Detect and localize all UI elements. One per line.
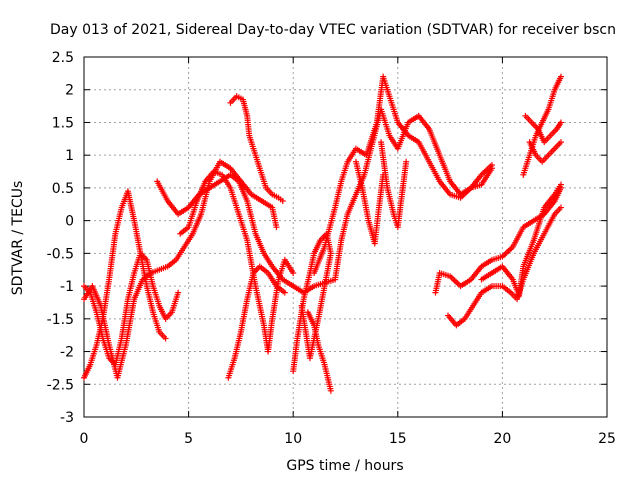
- y-tick-label: -1.5: [47, 312, 74, 328]
- y-tick-label: 1: [65, 148, 74, 164]
- data-point: [502, 250, 509, 257]
- series-track-g: [227, 93, 286, 204]
- series-track-h: [290, 230, 334, 375]
- y-tick-label: 0.5: [52, 181, 74, 197]
- series-track-r: [522, 112, 564, 146]
- data-point: [453, 278, 460, 285]
- series-track-n: [432, 184, 564, 296]
- x-tick-label: 25: [598, 431, 616, 447]
- y-tick-label: 0: [65, 214, 74, 230]
- data-point: [273, 224, 280, 231]
- y-tick-label: -1: [60, 279, 74, 295]
- series-track-f: [225, 263, 288, 381]
- data-point: [290, 270, 297, 276]
- series-track-o: [445, 204, 564, 329]
- data-point: [327, 387, 334, 394]
- data-point: [450, 276, 457, 283]
- x-tick-label: 10: [284, 431, 302, 447]
- y-tick-label: -2: [60, 345, 74, 361]
- x-tick-label: 20: [493, 431, 511, 447]
- data-point: [281, 289, 288, 296]
- y-axis-label: SDTVAR / TECUs: [10, 181, 26, 296]
- data-point: [279, 198, 286, 204]
- data-point: [557, 181, 564, 188]
- data-point: [506, 246, 513, 253]
- axis-ticks: 0 5 10 15 20 25 -3 -2.5 -2 -1.5 -1 -0.5 0 0.5 1 1.5 2 2.5: [47, 50, 616, 447]
- series-track-s: [526, 139, 564, 165]
- series-track-e: [177, 168, 297, 355]
- data-point: [503, 249, 510, 256]
- x-axis-label: GPS time / hours: [286, 458, 403, 474]
- x-tick-label: 5: [184, 431, 193, 447]
- data-point: [488, 162, 495, 168]
- series-track-l: [352, 158, 387, 247]
- grid-lines: [84, 57, 607, 417]
- data-point: [403, 158, 410, 165]
- series-track-p: [478, 181, 564, 299]
- data-markers: [81, 73, 564, 394]
- y-tick-label: 2.5: [52, 50, 74, 66]
- data-point: [557, 204, 564, 211]
- chart-title: Day 013 of 2021, Sidereal Day-to-day VTE…: [50, 22, 616, 38]
- y-tick-label: 2: [65, 83, 74, 99]
- data-point: [451, 277, 458, 284]
- y-tick-label: -0.5: [47, 246, 74, 262]
- x-tick-label: 15: [389, 431, 407, 447]
- data-point: [557, 139, 564, 146]
- y-tick-label: 1.5: [52, 115, 74, 131]
- y-tick-label: -2.5: [47, 377, 74, 393]
- series-track-k: [332, 106, 495, 283]
- x-tick-label: 0: [80, 431, 89, 447]
- data-point: [557, 73, 564, 80]
- series-track-m: [378, 139, 410, 231]
- data-point: [557, 119, 564, 126]
- series-track-i: [304, 309, 334, 394]
- y-tick-label: -3: [60, 410, 74, 426]
- data-point: [175, 289, 182, 296]
- plot-frame: [83, 56, 608, 418]
- data-point: [298, 302, 305, 309]
- data-point: [162, 335, 169, 342]
